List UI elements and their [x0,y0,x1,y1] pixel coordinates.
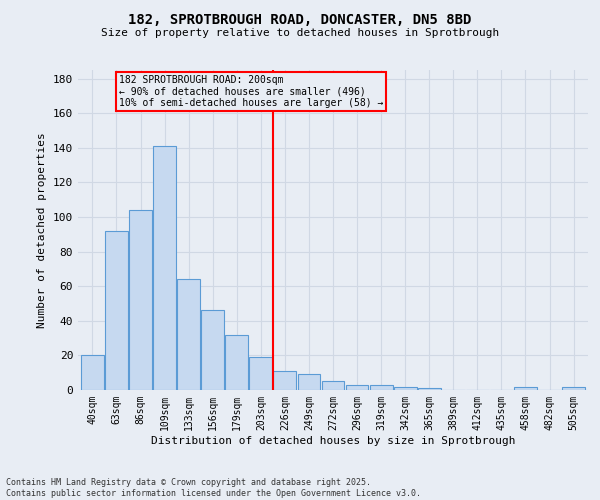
Bar [105,231,128,390]
Bar [418,388,440,390]
Bar [274,371,296,390]
Text: 182, SPROTBROUGH ROAD, DONCASTER, DN5 8BD: 182, SPROTBROUGH ROAD, DONCASTER, DN5 8B… [128,12,472,26]
Bar [250,357,272,390]
Bar [394,386,416,390]
Bar [346,385,368,390]
X-axis label: Distribution of detached houses by size in Sprotbrough: Distribution of detached houses by size … [151,436,515,446]
Bar [129,210,152,390]
Bar [298,374,320,390]
Bar [562,386,585,390]
Bar [226,334,248,390]
Text: Size of property relative to detached houses in Sprotbrough: Size of property relative to detached ho… [101,28,499,38]
Text: 182 SPROTBROUGH ROAD: 200sqm
← 90% of detached houses are smaller (496)
10% of s: 182 SPROTBROUGH ROAD: 200sqm ← 90% of de… [119,75,383,108]
Bar [81,356,104,390]
Bar [153,146,176,390]
Bar [201,310,224,390]
Text: Contains HM Land Registry data © Crown copyright and database right 2025.
Contai: Contains HM Land Registry data © Crown c… [6,478,421,498]
Bar [322,382,344,390]
Y-axis label: Number of detached properties: Number of detached properties [37,132,47,328]
Bar [514,386,537,390]
Bar [370,385,392,390]
Bar [177,280,200,390]
